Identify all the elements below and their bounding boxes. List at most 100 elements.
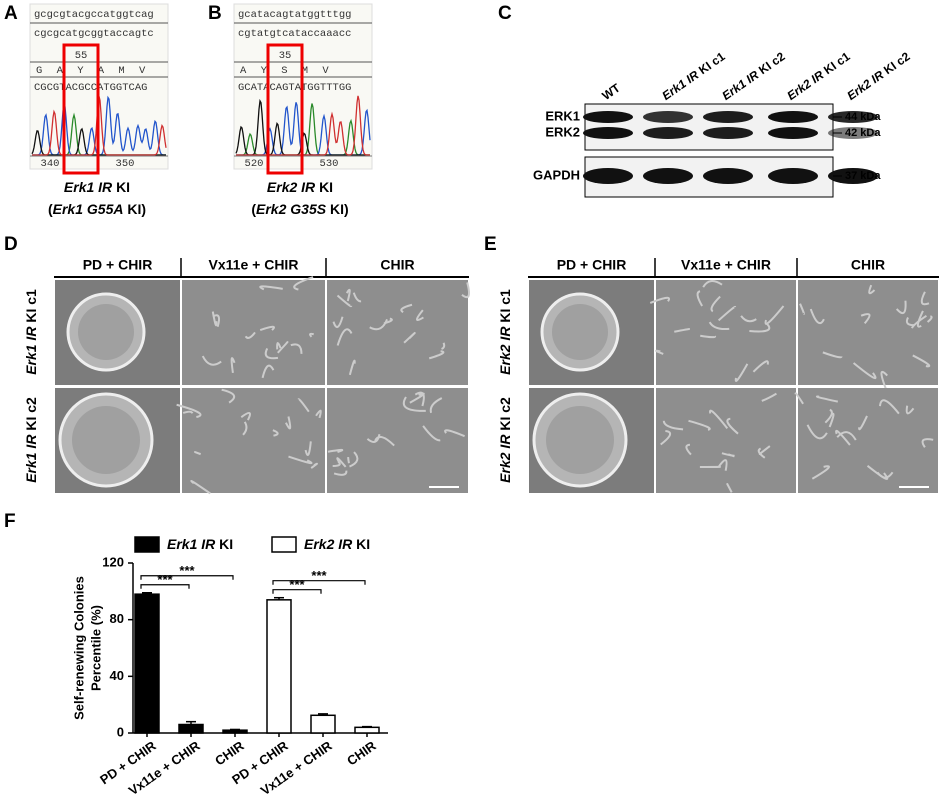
cell <box>369 318 388 331</box>
cell <box>912 354 931 368</box>
amino-acids: A Y S M V <box>240 65 333 77</box>
band-label: GAPDH <box>533 167 580 182</box>
cell <box>461 282 471 299</box>
significance-label: *** <box>289 577 305 592</box>
cell <box>441 342 446 350</box>
cell <box>824 408 833 424</box>
bar <box>178 723 204 734</box>
cell <box>190 480 211 495</box>
cell <box>726 417 739 435</box>
panel-label: B <box>208 3 222 24</box>
cell <box>336 457 347 468</box>
y-tick-label: 0 <box>117 724 124 739</box>
cell <box>655 349 664 355</box>
band <box>583 127 633 139</box>
cell <box>374 435 395 447</box>
cell <box>403 331 416 344</box>
cell <box>895 300 907 315</box>
cell <box>348 359 356 376</box>
column-header: PD + CHIR <box>83 257 153 273</box>
cell <box>244 331 256 339</box>
cell <box>366 433 381 443</box>
cell <box>201 355 222 366</box>
cell <box>315 409 322 419</box>
row-label: Erk1 IR KI c2 <box>23 397 39 483</box>
sequence-forward: gcatacagtatggtttgg <box>238 9 351 21</box>
trace-sequence: CGCGTACGCCATGGTCAG <box>34 82 147 94</box>
cell <box>809 308 825 325</box>
cell <box>309 332 314 338</box>
cell <box>717 305 737 322</box>
cell <box>757 447 766 459</box>
amino-acids: G A Y A M V <box>36 65 149 77</box>
caption: (Erk1 G55A KI) <box>48 201 146 217</box>
row-label: Erk1 IR KI c1 <box>23 289 39 375</box>
marker-label: 42 kDa <box>845 127 881 139</box>
cell <box>352 292 362 303</box>
band <box>828 127 878 139</box>
cell <box>799 303 805 315</box>
y-axis-label: Percentile (%) <box>88 605 103 691</box>
trace-tick: 350 <box>116 158 135 170</box>
cell <box>264 347 279 360</box>
sequence-reverse: cgcgcatgcggtaccagtc <box>34 28 154 40</box>
cell <box>242 421 248 436</box>
cell <box>878 399 900 415</box>
cell <box>288 455 313 465</box>
cell <box>710 295 721 313</box>
bar <box>310 714 336 734</box>
cell <box>866 465 889 480</box>
cell <box>662 420 684 431</box>
cell <box>806 424 828 440</box>
cell <box>272 429 279 437</box>
sequence-reverse: cgtatgtcataccaaacc <box>238 28 351 40</box>
cell <box>259 285 283 291</box>
y-tick-label: 120 <box>102 554 124 569</box>
column-header: Vx11e + CHIR <box>681 257 771 273</box>
cell <box>758 445 771 455</box>
bar <box>354 726 380 734</box>
panel-label: D <box>4 234 18 255</box>
y-tick-label: 80 <box>110 611 124 626</box>
cell <box>304 441 312 457</box>
significance-bracket <box>140 584 190 589</box>
bar <box>134 593 160 734</box>
band <box>643 111 693 123</box>
trace-tick: 520 <box>245 158 264 170</box>
cell <box>749 322 771 333</box>
legend-label: Erk1 IR KI <box>167 536 233 552</box>
cell <box>752 360 769 373</box>
micrograph <box>182 280 325 385</box>
micrograph <box>798 280 938 385</box>
cell <box>649 296 670 304</box>
cell <box>700 334 717 339</box>
cell <box>176 403 202 419</box>
bar <box>222 729 248 734</box>
cell <box>349 451 359 468</box>
micrograph <box>656 388 796 493</box>
legend-label: Erk2 IR KI <box>304 536 370 552</box>
band <box>703 127 753 139</box>
cell <box>293 276 314 291</box>
cell <box>383 317 393 325</box>
band <box>768 127 818 139</box>
cell <box>916 310 924 328</box>
band <box>583 168 633 184</box>
cell <box>332 316 344 328</box>
trace-sequence: GCATACAGTATGGTTTGG <box>238 82 351 94</box>
position: 35 <box>279 50 292 62</box>
panel-label: C <box>498 3 512 24</box>
caption: Erk2 IR KI <box>267 179 333 195</box>
band <box>768 111 818 123</box>
cell <box>920 291 930 306</box>
significance-bracket <box>272 580 366 585</box>
cell <box>415 309 424 321</box>
cell <box>674 328 690 333</box>
cell <box>836 431 857 441</box>
cell <box>193 451 201 456</box>
panel-label: A <box>4 3 18 24</box>
cell <box>835 429 851 446</box>
significance-bracket <box>272 589 322 594</box>
band-label: ERK1 <box>545 108 580 123</box>
